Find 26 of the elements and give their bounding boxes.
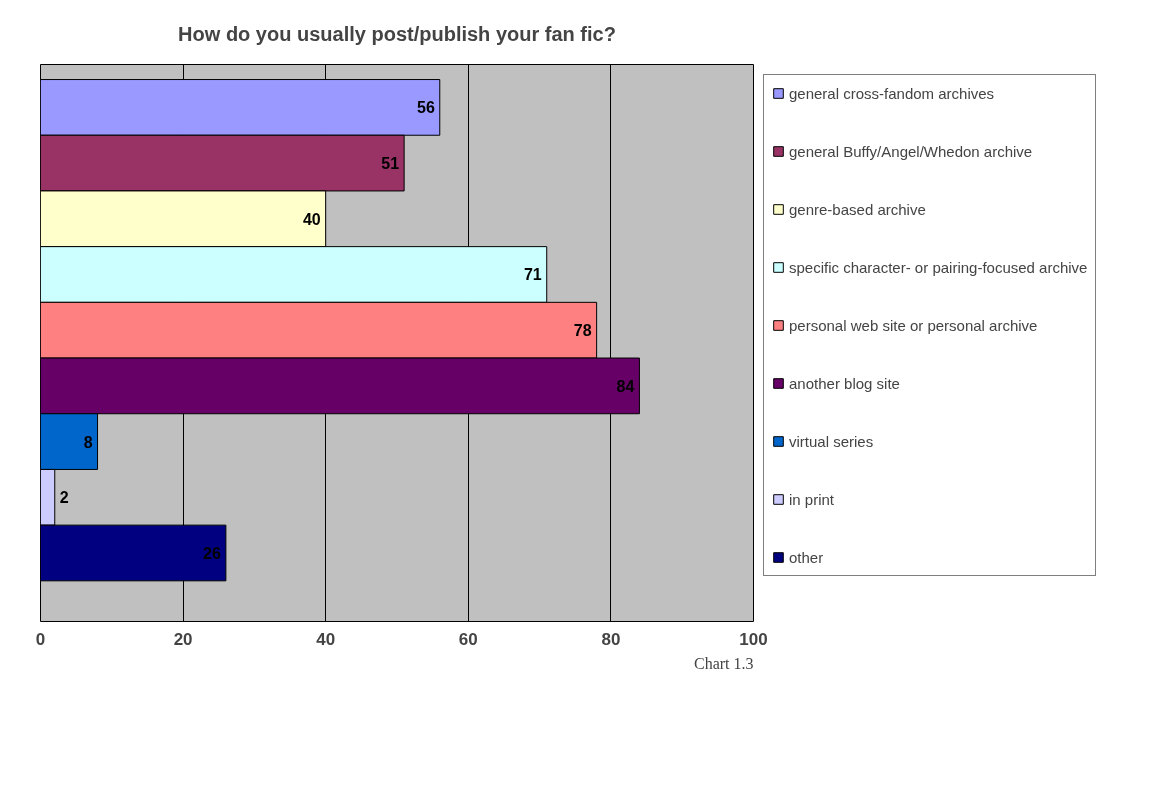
x-tick-label: 100 xyxy=(739,629,768,649)
data-label: 40 xyxy=(302,210,321,228)
legend-label: another blog site xyxy=(789,373,900,393)
x-tick-label: 20 xyxy=(173,629,193,649)
data-label: 56 xyxy=(416,99,435,117)
legend-label: other xyxy=(789,547,824,567)
legend-label: specific character- or pairing-focused archive xyxy=(789,257,1088,277)
legend-label: general cross-fandom archives xyxy=(789,83,995,103)
data-label: 8 xyxy=(83,433,93,451)
x-tick-label: 80 xyxy=(601,629,621,649)
legend-label: personal web site or personal archive xyxy=(789,315,1038,335)
data-label: 2 xyxy=(59,489,69,507)
legend-label: in print xyxy=(789,489,835,509)
data-label: 71 xyxy=(523,266,542,284)
x-tick-label: 40 xyxy=(316,629,336,649)
legend-label: genre-based archive xyxy=(789,199,926,219)
legend-label: virtual series xyxy=(789,431,874,451)
legend-label: general Buffy/Angel/Whedon archive xyxy=(789,141,1033,161)
chart-title: How do you usually post/publish your fan fic? xyxy=(178,22,616,45)
caption: Chart 1.3 xyxy=(693,654,754,672)
data-label: 51 xyxy=(381,155,400,173)
x-tick-label: 60 xyxy=(458,629,478,649)
data-label: 26 xyxy=(203,544,221,562)
data-label: 84 xyxy=(616,377,635,395)
x-tick-label: 0 xyxy=(35,629,46,649)
data-label: 78 xyxy=(573,322,592,340)
